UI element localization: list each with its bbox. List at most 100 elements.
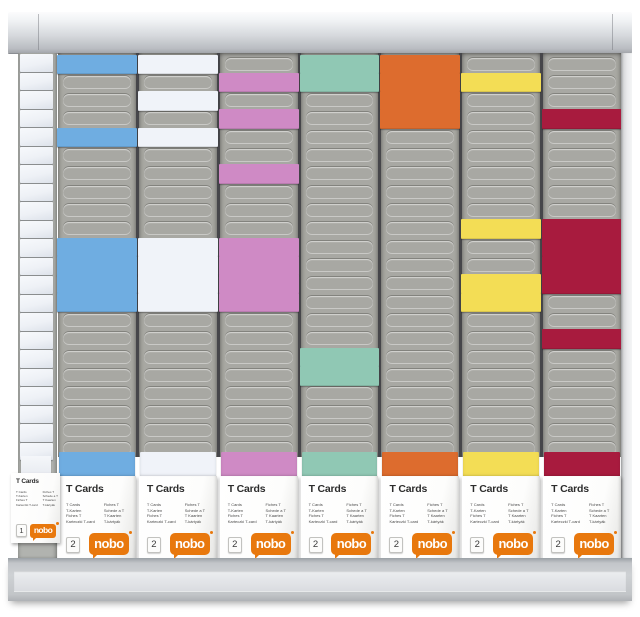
quantity-badge: 2 — [66, 537, 80, 553]
t-card — [137, 91, 218, 111]
quantity-badge: 1 — [16, 524, 27, 537]
empty-card-slot — [386, 424, 454, 436]
empty-card-slot — [548, 167, 616, 179]
language-item: T-Karten — [66, 507, 82, 513]
index-card — [20, 424, 53, 442]
empty-card-slot — [467, 112, 535, 124]
nobo-logo: nobo — [250, 531, 294, 559]
empty-card-slot — [386, 204, 454, 216]
empty-card-slot — [548, 406, 616, 418]
language-item: T-Karten — [308, 507, 324, 513]
language-item: Karteczki T-card — [16, 502, 38, 507]
empty-card-slot — [306, 149, 374, 161]
registered-mark — [452, 531, 456, 534]
index-card — [20, 146, 53, 165]
index-card — [20, 128, 53, 146]
empty-card-slot — [467, 369, 535, 381]
t-card — [542, 274, 623, 294]
index-card — [20, 91, 53, 109]
t-card — [57, 274, 137, 294]
empty-card-slot — [467, 204, 535, 216]
language-list: T Cards T-Karten Fiches T Karteczki T-card F… — [470, 502, 528, 524]
empty-card-slot — [467, 406, 535, 418]
registered-mark — [614, 531, 618, 534]
empty-card-slot — [467, 314, 535, 326]
empty-card-slot — [63, 186, 131, 198]
language-item: T Kaarten — [346, 513, 364, 519]
empty-card-slot — [386, 296, 454, 308]
nobo-logo: nobo — [493, 531, 537, 559]
empty-card-slot — [144, 351, 212, 363]
t-card-column-2 — [137, 53, 218, 457]
language-item: Schede a T — [346, 507, 367, 513]
t-card — [299, 54, 380, 74]
empty-card-slot — [548, 76, 616, 88]
empty-card-slot — [386, 241, 454, 253]
empty-card-slot — [63, 406, 131, 418]
language-item: Schede a T — [265, 507, 286, 513]
empty-card-slot — [386, 332, 454, 344]
empty-card-slot — [467, 167, 535, 179]
refill-box-column-3: T Cards T Cards T-Karten Fiches T Karteczki … — [219, 452, 298, 564]
language-list: T Cards T-Karten Fiches T Karteczki T-card … — [16, 490, 58, 507]
language-list-left: T Cards T-Karten Fiches T Karteczki T-card — [16, 490, 38, 507]
language-item: Schede a T — [103, 507, 125, 513]
column-area — [57, 53, 623, 457]
language-item: Fiches T — [265, 502, 281, 507]
language-list-left: T Cards T-Karten Fiches T Karteczki T-card — [470, 502, 499, 524]
index-card — [20, 405, 53, 424]
empty-card-slot — [548, 149, 616, 161]
language-list-left: T Cards T-Karten Fiches T Karteczki T-card — [66, 502, 95, 524]
language-item: T Kaarten — [427, 513, 445, 519]
t-card — [218, 72, 299, 93]
index-card — [20, 109, 53, 128]
empty-card-slot — [225, 204, 293, 216]
index-card — [20, 368, 53, 387]
t-card — [218, 274, 299, 294]
empty-card-slot — [63, 222, 131, 234]
t-card — [137, 127, 218, 148]
empty-card-slot — [306, 112, 374, 124]
language-item: T Kaarten — [42, 498, 56, 503]
refill-box-front: T Cards T Cards T-Karten Fiches T Karteczki … — [219, 476, 298, 562]
index-card — [20, 202, 53, 220]
language-item: T-kártyák — [265, 518, 282, 524]
t-card — [137, 274, 218, 294]
empty-card-slot — [63, 167, 131, 179]
refill-box-column-4: T Cards T Cards T-Karten Fiches T Karteczki … — [300, 452, 379, 564]
t-card-column-1 — [57, 53, 137, 457]
language-item: Schede a T — [508, 507, 529, 513]
index-card — [20, 54, 53, 72]
empty-card-slot — [467, 241, 535, 253]
empty-card-slot — [548, 424, 616, 436]
empty-card-slot — [467, 58, 535, 70]
box-title: T Cards — [16, 478, 39, 485]
empty-card-slot — [386, 314, 454, 326]
index-card — [20, 165, 53, 183]
quantity-badge: 2 — [308, 537, 323, 553]
bottom-rail — [8, 558, 632, 601]
refill-cards — [463, 452, 540, 478]
empty-card-slot — [548, 387, 616, 399]
language-item: Fiches T — [103, 502, 120, 507]
empty-card-slot — [63, 314, 131, 326]
empty-card-slot — [225, 58, 293, 70]
empty-card-slot — [467, 259, 535, 271]
language-item: T-Karten — [16, 494, 28, 499]
language-item: Karteczki T-card — [227, 518, 257, 524]
empty-card-slot — [306, 241, 374, 253]
language-item: T-kártyák — [588, 518, 606, 524]
language-item: T-kártyák — [42, 502, 55, 507]
language-item: T Cards — [16, 490, 27, 494]
language-item: Fiches T — [389, 513, 405, 519]
t-card — [137, 292, 218, 313]
refill-cards — [301, 452, 378, 478]
empty-card-slot — [225, 332, 293, 344]
empty-card-slot — [144, 149, 212, 161]
empty-card-slot — [144, 369, 212, 381]
t-card — [57, 292, 137, 313]
empty-card-slot — [548, 296, 616, 308]
